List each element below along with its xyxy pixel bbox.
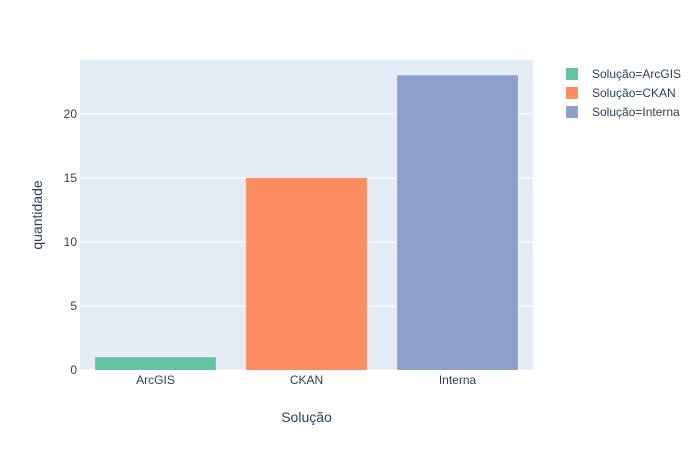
y-tick-labels: 0 5 10 15 20 (64, 107, 78, 377)
y-tick-label: 5 (70, 299, 77, 313)
y-tick-label: 20 (64, 107, 78, 121)
legend-swatch (566, 106, 578, 118)
bar-ckan[interactable] (246, 177, 367, 370)
y-tick-label: 10 (64, 235, 78, 249)
legend-item-interna[interactable]: Solução=Interna (566, 105, 680, 119)
legend-label: Solução=Interna (592, 105, 680, 119)
legend-swatch (566, 68, 578, 80)
legend-label: Solução=CKAN (592, 86, 676, 100)
legend-label: Solução=ArcGIS (592, 67, 681, 81)
bar-arcgis[interactable] (95, 357, 216, 370)
x-tick-labels: ArcGIS CKAN Interna (136, 373, 476, 387)
x-tick-label: Interna (439, 373, 477, 387)
bars (95, 75, 518, 371)
y-tick-label: 15 (64, 171, 78, 185)
legend-item-ckan[interactable]: Solução=CKAN (566, 86, 676, 100)
x-tick-label: ArcGIS (136, 373, 175, 387)
x-tick-label: CKAN (290, 373, 323, 387)
legend-item-arcgis[interactable]: Solução=ArcGIS (566, 67, 681, 81)
legend[interactable]: Solução=ArcGIS Solução=CKAN Solução=Intern… (566, 67, 681, 119)
x-axis-title: Solução (281, 409, 332, 425)
y-axis-title: quantidade (29, 180, 45, 250)
y-tick-label: 0 (70, 363, 77, 377)
bar-interna[interactable] (397, 75, 518, 371)
legend-swatch (566, 87, 578, 99)
